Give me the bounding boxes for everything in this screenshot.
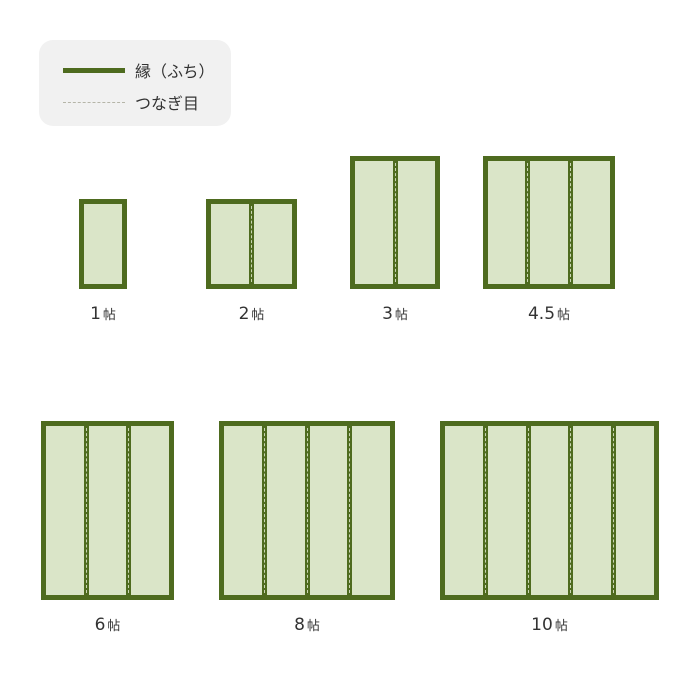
tatami-panel <box>306 426 348 595</box>
dashed-line-swatch <box>63 101 125 103</box>
tatami-panel <box>84 204 122 284</box>
tatami-panel <box>46 426 84 595</box>
seam-line <box>251 206 252 282</box>
unit-label: 帖 <box>306 619 320 634</box>
tatami-panel <box>394 161 435 284</box>
seam-line <box>484 428 486 593</box>
tatami-panel <box>488 161 526 284</box>
size-value: 8 <box>294 615 305 635</box>
tatami-8 <box>219 421 395 600</box>
tatami-10 <box>440 421 659 600</box>
tatami-3 <box>350 156 440 289</box>
seam-line <box>527 428 529 593</box>
seam-line <box>527 163 529 282</box>
tatami-1 <box>79 199 127 289</box>
tatami-panel <box>484 426 526 595</box>
tatami-6 <box>41 421 174 600</box>
tatami-panel <box>128 426 170 595</box>
unit-label: 帖 <box>554 619 568 634</box>
legend-seam: つなぎ目 <box>63 90 199 114</box>
unit-label: 帖 <box>557 308 571 323</box>
size-value: 1 <box>90 304 101 324</box>
seam-line <box>394 163 396 282</box>
legend: 縁（ふち） つなぎ目 <box>39 40 231 126</box>
tatami-4.5 <box>483 156 615 289</box>
tatami-panel <box>85 426 127 595</box>
seam-line <box>306 428 308 593</box>
tatami-label: 10 帖 <box>500 615 600 635</box>
tatami-panel <box>355 161 393 284</box>
seam-line <box>569 163 571 282</box>
size-value: 3 <box>382 304 393 324</box>
tatami-label: 4.5 帖 <box>499 304 599 324</box>
tatami-panel <box>527 161 568 284</box>
tatami-panel <box>613 426 654 595</box>
seam-line <box>570 428 572 593</box>
tatami-2 <box>206 199 297 289</box>
tatami-panel <box>569 161 610 284</box>
legend-seam-label: つなぎ目 <box>135 94 200 113</box>
unit-label: 帖 <box>102 308 116 323</box>
size-value: 6 <box>94 615 106 635</box>
legend-border: 縁（ふち） <box>63 58 215 82</box>
tatami-panel <box>211 204 249 284</box>
unit-label: 帖 <box>251 308 265 323</box>
size-value: 4.5 <box>527 304 556 324</box>
seam-line <box>263 428 265 593</box>
unit-label: 帖 <box>107 619 121 634</box>
legend-border-label: 縁（ふち） <box>135 62 215 81</box>
seam-line <box>613 428 615 593</box>
tatami-panel <box>224 426 262 595</box>
size-value: 10 <box>531 615 553 635</box>
tatami-panel <box>527 426 569 595</box>
tatami-panel <box>445 426 483 595</box>
tatami-panel <box>570 426 612 595</box>
seam-line <box>349 428 351 593</box>
tatami-panel <box>349 426 390 595</box>
tatami-panel <box>263 426 305 595</box>
unit-label: 帖 <box>394 308 408 323</box>
solid-line-swatch <box>63 67 125 73</box>
seam-line <box>128 428 130 593</box>
seam-line <box>85 428 87 593</box>
tatami-panel <box>251 204 292 284</box>
size-value: 2 <box>238 304 250 324</box>
